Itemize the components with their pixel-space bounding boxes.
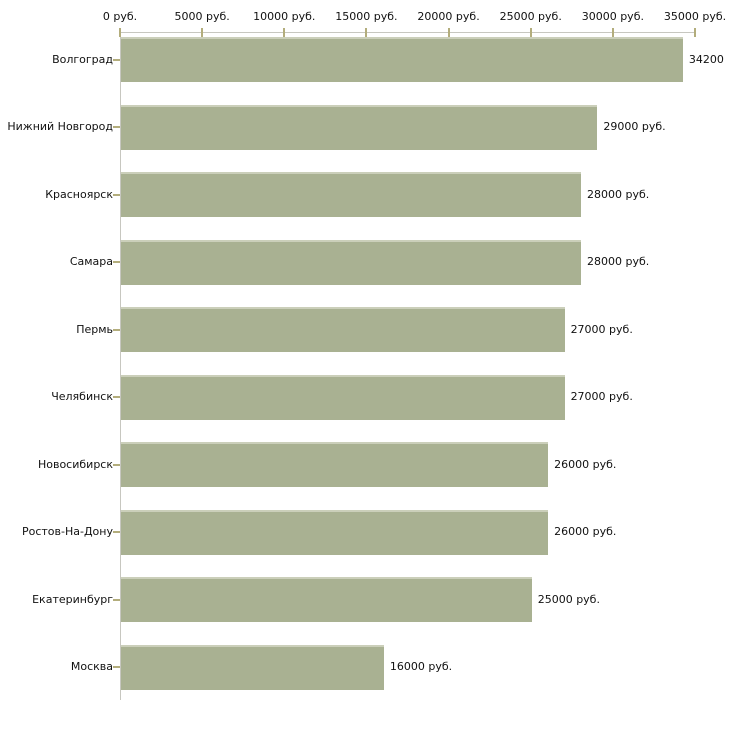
- category-tick: [113, 531, 120, 533]
- x-axis-tick: [529, 28, 532, 37]
- x-axis-tick-label: 35000 руб.: [663, 10, 727, 23]
- category-tick: [113, 666, 120, 668]
- bar-value-label: 28000 руб.: [587, 187, 650, 201]
- category-label: Волгоград: [52, 52, 113, 66]
- bar-value-label: 26000 руб.: [554, 457, 617, 471]
- x-axis-tick-label: 20000 руб.: [417, 10, 480, 23]
- bar-value-label: 26000 руб.: [554, 525, 617, 538]
- category-label: Москва: [70, 660, 113, 673]
- category-label: Самара: [69, 255, 113, 268]
- bar: [121, 577, 532, 622]
- category-label: Пермь: [76, 322, 113, 336]
- bar-value-label: 25000 руб.: [537, 592, 600, 606]
- y-axis-line: [120, 32, 121, 700]
- category-tick: [113, 193, 120, 196]
- x-axis-tick: [611, 28, 614, 37]
- x-axis-tick-label: 15000 руб.: [335, 10, 398, 23]
- category-tick: [113, 598, 120, 601]
- bar: [121, 104, 598, 150]
- x-axis-tick: [283, 28, 286, 37]
- bar-value-label: 27000 руб.: [570, 322, 633, 336]
- category-label: Красноярск: [45, 187, 113, 201]
- category-tick: [113, 328, 120, 331]
- bar-value-label: 34200: [688, 52, 724, 66]
- x-axis-tick: [365, 28, 368, 37]
- category-tick: [113, 396, 120, 398]
- x-axis-tick: [201, 28, 204, 37]
- x-axis-tick-label: 25000 руб.: [499, 10, 562, 23]
- bar: [121, 374, 565, 420]
- bar-value-label: 29000 руб.: [603, 120, 666, 133]
- category-tick: [113, 126, 120, 128]
- category-tick: [113, 463, 120, 466]
- bar-value-label: 28000 руб.: [587, 255, 650, 268]
- bar: [121, 172, 581, 217]
- bar-value-label: 27000 руб.: [570, 390, 633, 403]
- bar: [121, 37, 683, 82]
- bar-value-label: 16000 руб.: [389, 660, 453, 673]
- x-axis-tick: [119, 28, 121, 37]
- category-label: Ростов-На-Дону: [21, 525, 113, 538]
- x-axis-tick-label: 10000 руб.: [253, 10, 316, 23]
- category-label: Новосибирск: [37, 457, 113, 471]
- x-axis-tick: [694, 28, 696, 37]
- category-tick: [113, 261, 120, 263]
- x-axis-tick-label: 30000 руб.: [581, 10, 644, 23]
- x-axis-line: [120, 32, 696, 33]
- x-axis-tick: [447, 28, 450, 37]
- bar: [121, 239, 581, 285]
- x-axis-tick-label: 0 руб.: [102, 10, 138, 23]
- category-label: Екатеринбург: [32, 592, 113, 606]
- category-label: Нижний Новгород: [7, 120, 113, 133]
- bar: [121, 307, 565, 352]
- category-tick: [113, 58, 120, 61]
- bar: [121, 442, 549, 487]
- bar: [121, 509, 549, 555]
- x-axis-tick-label: 5000 руб.: [174, 10, 230, 23]
- bar: [121, 644, 384, 690]
- category-label: Челябинск: [51, 390, 113, 403]
